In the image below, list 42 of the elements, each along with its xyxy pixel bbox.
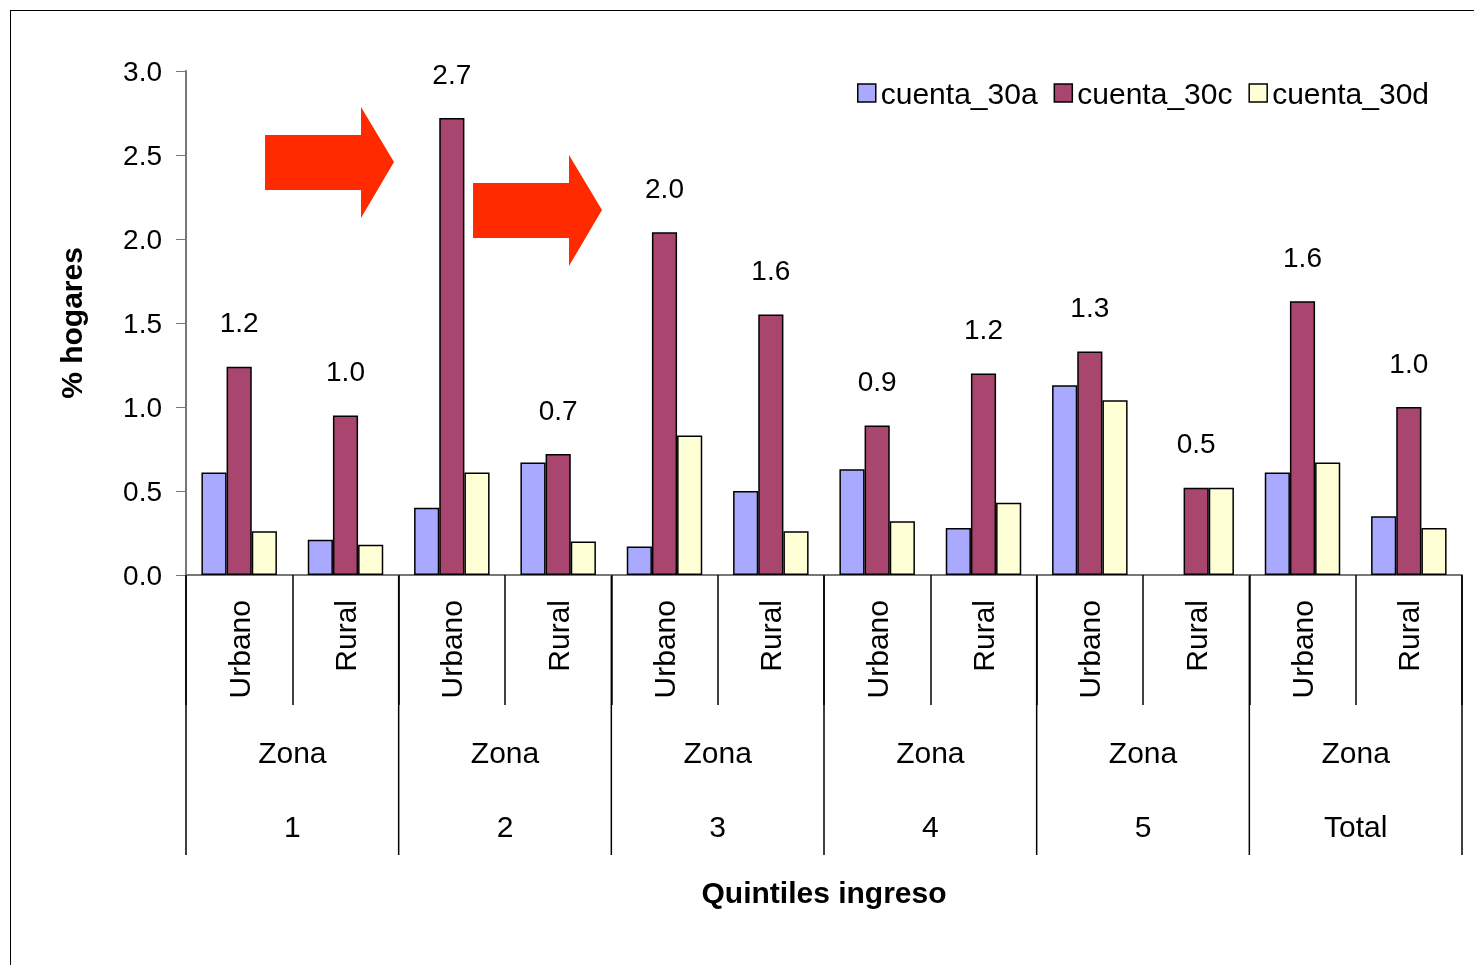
x-tick-label: Urbano [1286,600,1319,699]
data-label: 0.9 [857,365,897,397]
y-tick-label: 2.0 [123,223,162,255]
text: Quintiles ingreso [701,875,947,909]
data-label: 0.5 [1176,428,1216,460]
data-label: 0.7 [538,394,578,426]
y-tick-label: 3.0 [123,55,162,87]
y-axis-title: % hogares [54,247,88,399]
y-tick-label: 0.0 [123,559,162,591]
data-label: 1.0 [326,355,365,387]
text: Zona 2 [470,735,540,843]
text: Zona Total [1321,735,1390,843]
data-label: 1.0 [1389,347,1429,379]
data-label: 1.2 [219,307,259,339]
data-label: 2.7 [432,58,472,90]
legend-label: cuenta_30a [880,76,1038,110]
y-tick-label: 1.0 [123,391,162,423]
x-tick-label: Rural [967,600,1000,672]
x-tick-label: Rural [754,600,788,672]
x-tick-label: Rural [1179,600,1213,672]
x-tick-label: Rural [1392,600,1426,672]
x-tick-label: Urbano [860,600,894,699]
text: Zona 5 [1108,735,1178,843]
x-tick-label: Urbano [1073,600,1107,699]
data-label: 1.6 [751,255,791,287]
y-tick-label: 2.5 [123,139,162,171]
x-tick-label: Rural [541,600,575,672]
data-label: 1.2 [964,313,1003,345]
x-tick-label: Urbano [435,600,469,699]
text: Zona 4 [896,735,965,843]
data-label: 1.3 [1070,292,1110,324]
x-tick-label: Rural [329,600,362,672]
text: Zona 3 [683,735,752,843]
x-tick-label: Urbano [222,600,256,699]
data-label: 2.0 [645,172,684,204]
text: Zona 1 [258,735,327,843]
y-tick-label: 1.5 [123,307,162,339]
legend-label: cuenta_30d [1272,76,1429,110]
x-tick-label: Urbano [648,600,681,699]
legend-label: cuenta_30c [1077,76,1233,110]
y-tick-label: 0.5 [123,475,162,507]
data-label: 1.6 [1283,241,1322,273]
